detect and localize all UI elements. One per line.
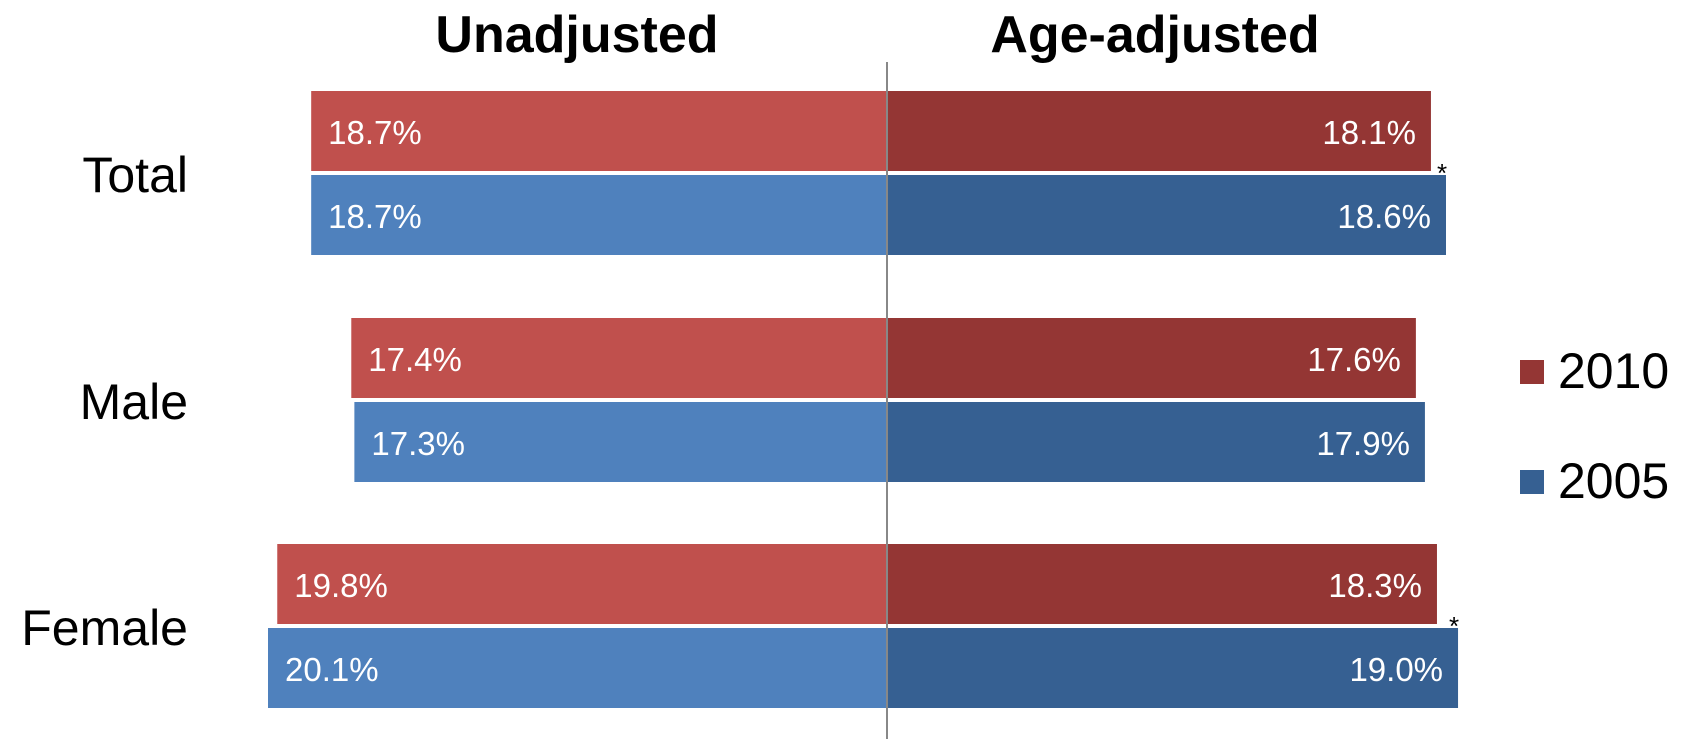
bar-label-unadjusted-male-2010: 17.4% — [368, 341, 462, 378]
bar-label-age-adjusted-male-2005: 17.9% — [1316, 425, 1410, 462]
bar-label-unadjusted-total-2005: 18.7% — [328, 198, 422, 235]
bar-age-adjusted-female-2010 — [886, 542, 1439, 626]
bar-unadjusted-total-2005 — [309, 173, 888, 257]
bar-unadjusted-male-2010 — [349, 316, 888, 400]
bar-label-age-adjusted-female-2005: 19.0% — [1349, 651, 1443, 688]
category-label-total: Total — [82, 147, 188, 203]
bar-label-unadjusted-female-2005: 20.1% — [285, 651, 379, 688]
bar-age-adjusted-total-2010 — [886, 89, 1433, 173]
annotation-total: * — [1437, 158, 1447, 188]
bar-age-adjusted-female-2005 — [886, 626, 1461, 710]
category-label-male: Male — [80, 374, 188, 430]
panel-title-age_adjusted: Age-adjusted — [990, 6, 1319, 64]
bar-unadjusted-male-2005 — [352, 400, 888, 484]
legend-swatch-2005 — [1520, 470, 1544, 494]
bar-unadjusted-female-2010 — [275, 542, 888, 626]
bar-age-adjusted-total-2005 — [886, 173, 1448, 257]
bar-label-age-adjusted-male-2010: 17.6% — [1307, 341, 1401, 378]
panel-title-unadjusted: Unadjusted — [435, 6, 718, 64]
bar-age-adjusted-male-2010 — [886, 316, 1418, 400]
legend-swatch-2010 — [1520, 360, 1544, 384]
bar-label-unadjusted-total-2010: 18.7% — [328, 114, 422, 151]
bar-label-unadjusted-female-2010: 19.8% — [294, 567, 388, 604]
bar-label-age-adjusted-total-2005: 18.6% — [1337, 198, 1431, 235]
bar-unadjusted-total-2010 — [309, 89, 888, 173]
bar-label-age-adjusted-female-2010: 18.3% — [1328, 567, 1422, 604]
category-label-female: Female — [21, 600, 188, 656]
annotation-female: * — [1449, 611, 1459, 641]
legend-label-2010: 2010 — [1558, 343, 1669, 399]
bar-label-age-adjusted-total-2010: 18.1% — [1322, 114, 1416, 151]
bar-label-unadjusted-male-2005: 17.3% — [371, 425, 465, 462]
legend-label-2005: 2005 — [1558, 453, 1669, 509]
